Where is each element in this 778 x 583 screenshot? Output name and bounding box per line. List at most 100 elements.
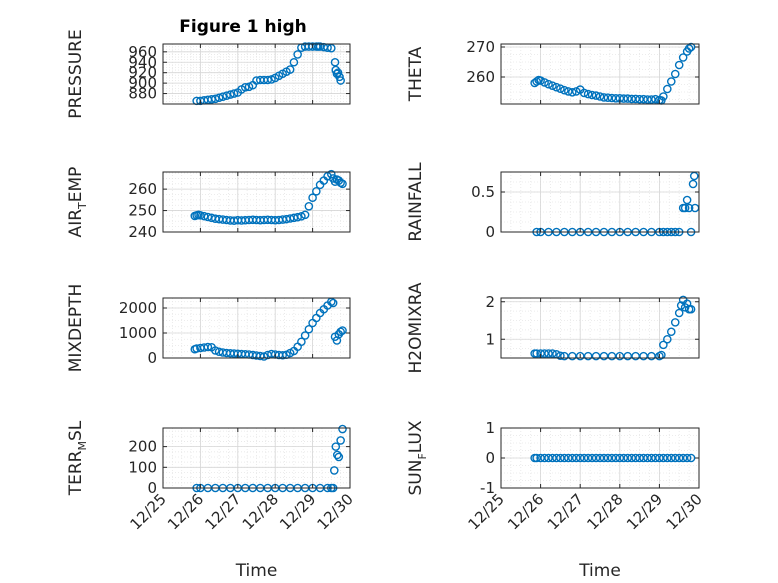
data-point bbox=[635, 453, 644, 463]
data-point bbox=[627, 94, 636, 104]
data-point bbox=[682, 453, 692, 463]
data-point bbox=[591, 351, 601, 361]
data-point bbox=[567, 351, 577, 361]
y-axis-label: THETA bbox=[406, 46, 426, 102]
x-tick-label: 12/28 bbox=[239, 490, 282, 533]
data-point bbox=[670, 453, 680, 463]
data-point bbox=[334, 452, 344, 462]
data-point bbox=[603, 453, 613, 463]
data-point bbox=[647, 453, 656, 463]
series-markers bbox=[190, 169, 347, 225]
data-point bbox=[222, 91, 231, 100]
data-point bbox=[678, 453, 688, 463]
data-point bbox=[611, 453, 621, 463]
data-point bbox=[595, 92, 605, 101]
x-tick-label: 12/28 bbox=[583, 490, 626, 533]
y-tick-label: 900 bbox=[128, 74, 157, 92]
data-point bbox=[599, 453, 609, 463]
data-point bbox=[627, 453, 636, 463]
y-tick-label: 1 bbox=[485, 419, 495, 437]
data-point bbox=[564, 453, 573, 463]
data-point bbox=[659, 92, 668, 101]
x-tick-label: 12/27 bbox=[544, 490, 587, 533]
data-point bbox=[304, 201, 314, 211]
data-point bbox=[540, 78, 549, 87]
y-tick-label: 0 bbox=[485, 223, 495, 241]
data-point bbox=[548, 453, 557, 463]
y-axis-label: H2OMIXRA bbox=[406, 282, 426, 373]
data-point bbox=[676, 301, 686, 310]
data-point bbox=[560, 351, 569, 361]
y-tick-label: 960 bbox=[128, 43, 157, 61]
data-point bbox=[312, 186, 321, 196]
data-point bbox=[659, 453, 668, 463]
x-tick-label: 12/29 bbox=[276, 490, 319, 533]
data-point bbox=[560, 453, 569, 463]
data-point bbox=[619, 453, 629, 463]
data-point bbox=[556, 453, 565, 463]
data-point bbox=[300, 210, 310, 220]
data-point bbox=[308, 193, 317, 203]
data-point bbox=[639, 94, 648, 104]
data-point bbox=[583, 89, 593, 99]
data-point bbox=[326, 169, 336, 179]
data-point bbox=[686, 42, 696, 52]
panel-air_temp: 240 250 260 AIRTEMP bbox=[66, 167, 351, 241]
y-tick-label: 880 bbox=[128, 85, 157, 103]
data-point bbox=[330, 177, 340, 186]
data-point bbox=[663, 453, 672, 463]
data-point bbox=[686, 453, 696, 463]
data-point bbox=[623, 351, 633, 361]
panel-rainfall: 0 0.5 RAINFALL bbox=[406, 162, 700, 242]
minor-grid bbox=[162, 43, 351, 105]
data-point bbox=[583, 453, 593, 463]
data-point bbox=[331, 442, 341, 451]
data-point bbox=[560, 85, 569, 95]
data-point bbox=[548, 81, 557, 90]
data-point bbox=[331, 65, 341, 75]
data-point bbox=[214, 93, 224, 103]
data-point bbox=[536, 453, 545, 463]
data-point bbox=[595, 453, 605, 463]
data-point bbox=[532, 453, 541, 463]
y-tick-label: 0 bbox=[147, 479, 157, 497]
data-point bbox=[587, 90, 597, 100]
data-point bbox=[278, 350, 287, 360]
y-tick-label: 240 bbox=[128, 223, 157, 241]
data-point bbox=[536, 76, 545, 85]
axes-box bbox=[162, 43, 351, 105]
y-tick-label: 2 bbox=[485, 293, 495, 311]
data-point bbox=[615, 453, 625, 463]
data-point bbox=[567, 453, 577, 463]
data-point bbox=[688, 179, 698, 189]
y-axis-label: SUNFLUX bbox=[406, 420, 429, 495]
x-tick-label: 12/30 bbox=[663, 490, 706, 533]
data-point bbox=[670, 69, 680, 79]
data-point bbox=[285, 65, 295, 74]
data-point bbox=[571, 87, 581, 96]
data-point bbox=[666, 327, 676, 337]
data-point bbox=[293, 212, 302, 222]
data-point bbox=[670, 318, 680, 327]
data-point bbox=[607, 93, 617, 103]
y-tick-label: 270 bbox=[466, 38, 495, 56]
axes-box bbox=[500, 297, 700, 359]
series-markers bbox=[530, 42, 696, 105]
panel-mixdepth: 0 1000 2000 MIXDEPTH bbox=[66, 284, 351, 372]
y-axis-label: RAINFALL bbox=[406, 162, 426, 242]
y-tick-label: 0 bbox=[147, 349, 157, 367]
data-point bbox=[333, 68, 343, 77]
data-point bbox=[666, 77, 676, 86]
data-point bbox=[674, 60, 684, 70]
y-tick-label: 920 bbox=[128, 64, 157, 82]
data-point bbox=[674, 453, 684, 463]
y-tick-label: -1 bbox=[480, 479, 495, 497]
data-point bbox=[552, 82, 561, 92]
data-point bbox=[304, 324, 314, 334]
data-point bbox=[655, 453, 664, 463]
y-tick-label: 0.5 bbox=[471, 183, 495, 201]
data-point bbox=[678, 53, 688, 62]
data-point bbox=[607, 453, 617, 463]
data-point bbox=[300, 331, 310, 340]
